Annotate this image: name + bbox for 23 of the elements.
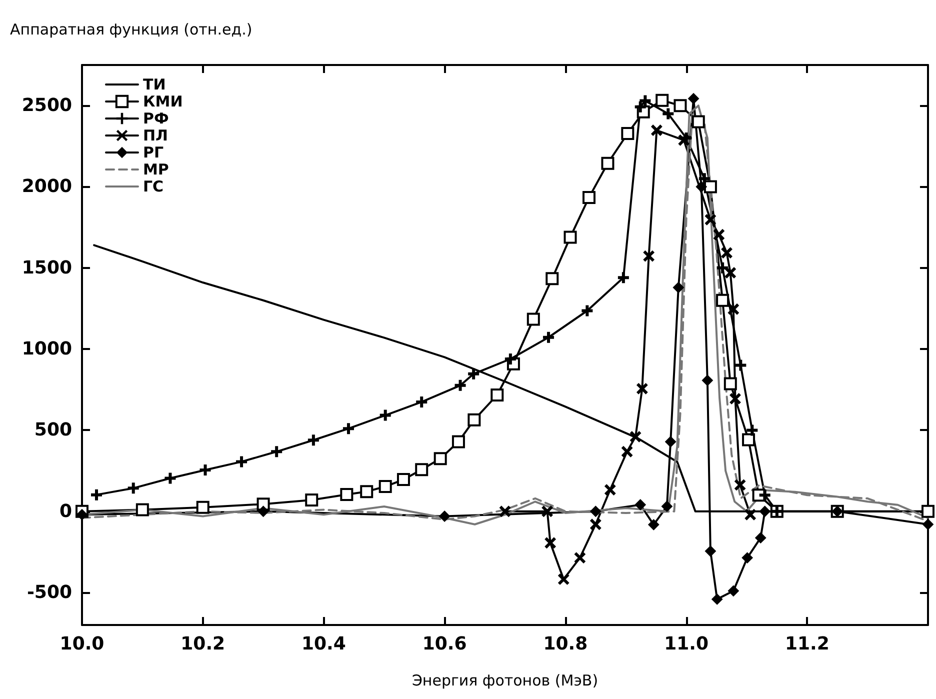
y-tick-label: 2500 <box>22 95 72 116</box>
x-tick-label: 10.2 <box>180 634 226 654</box>
legend-label: РФ <box>143 110 169 128</box>
y-tick-label: -500 <box>26 582 72 604</box>
y-tick-label: 1000 <box>22 338 72 360</box>
x-axis-title: Энергия фотонов (МэВ) <box>412 672 598 690</box>
x-tick-label: 10.8 <box>543 634 588 654</box>
x-tick-label: 10.4 <box>302 634 346 654</box>
legend-label: МР <box>143 160 169 178</box>
y-axis-title: Аппаратная функция (отн.ед.) <box>10 20 252 38</box>
legend-label: РГ <box>143 144 164 162</box>
y-tick-label: 1500 <box>22 257 72 278</box>
y-tick-label: 0 <box>59 500 72 522</box>
x-tick-label: 11.0 <box>664 634 708 654</box>
legend-label: ТИ <box>143 76 166 94</box>
x-tick-label: 10.0 <box>60 634 104 654</box>
legend-label: КМИ <box>143 92 183 110</box>
x-tick-label: 10.6 <box>422 634 467 654</box>
legend-label: ГС <box>143 178 164 196</box>
y-tick-label: 500 <box>34 420 72 441</box>
y-tick-label: 2000 <box>22 176 72 198</box>
x-tick-label: 11.2 <box>784 634 830 654</box>
legend-label: ПЛ <box>143 126 168 144</box>
